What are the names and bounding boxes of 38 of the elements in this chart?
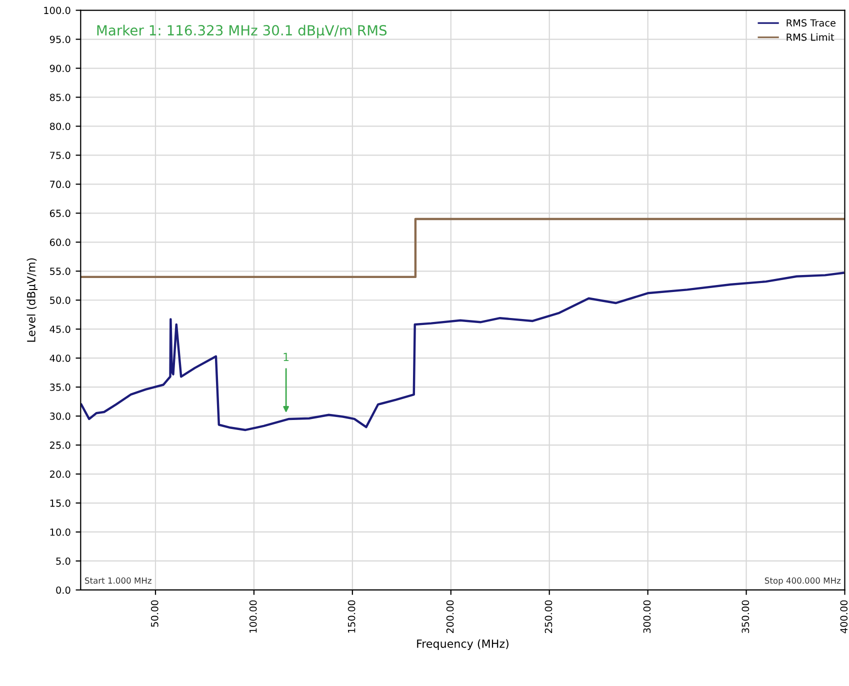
legend-label: RMS Limit — [786, 33, 834, 41]
x-tick-label: 100.00 — [249, 600, 257, 633]
y-tick-label: 60.0 — [50, 238, 70, 246]
y-tick-label: 85.0 — [50, 94, 70, 102]
y-tick-label: 70.0 — [50, 180, 70, 188]
annotation: Stop 400.000 MHz — [764, 577, 841, 586]
y-tick-label: 5.0 — [56, 557, 70, 565]
line-series — [80, 272, 844, 432]
x-tick-label: 200.00 — [446, 600, 454, 633]
x-axis-title: Frequency (MHz) — [417, 639, 508, 650]
legend-label: RMS Trace — [786, 19, 836, 27]
x-tick-label: 50.00 — [150, 600, 158, 627]
x-tick-label: 150.00 — [348, 600, 356, 633]
y-tick-label: 15.0 — [50, 499, 70, 507]
x-tick-label: 250.00 — [544, 600, 552, 633]
x-tick-label: 400.00 — [840, 600, 848, 634]
y-tick-label: 90.0 — [50, 64, 70, 72]
y-tick-label: 65.0 — [50, 210, 70, 218]
y-axis-title: Level (dBμV/m) — [26, 258, 38, 342]
y-tick-label: 20.0 — [50, 470, 70, 478]
x-tick-label: 300.00 — [643, 600, 651, 633]
y-tick-label: 10.0 — [50, 528, 70, 536]
x-tick-label: 350.00 — [742, 600, 750, 633]
y-tick-label: 25.0 — [50, 442, 70, 449]
y-tick-label: 30.0 — [50, 412, 70, 420]
y-tick-label: 100.0 — [44, 6, 70, 14]
y-tick-label: 0.0 — [56, 586, 70, 594]
y-tick-label: 80.0 — [50, 122, 70, 130]
y-tick-label: 50.0 — [50, 296, 70, 304]
y-tick-label: 45.0 — [50, 326, 70, 333]
y-tick-label: 75.0 — [50, 152, 70, 160]
annotation: 1 — [284, 352, 289, 361]
y-tick-label: 95.0 — [50, 36, 70, 44]
y-tick-label: 40.0 — [50, 354, 70, 362]
annotation: Marker 1: 116.323 MHz 30.1 dBμV/m RMS — [97, 24, 387, 38]
annotation: Start 1.000 MHz — [85, 577, 152, 584]
y-tick-label: 35.0 — [50, 384, 70, 391]
y-tick-label: 55.0 — [50, 268, 70, 275]
